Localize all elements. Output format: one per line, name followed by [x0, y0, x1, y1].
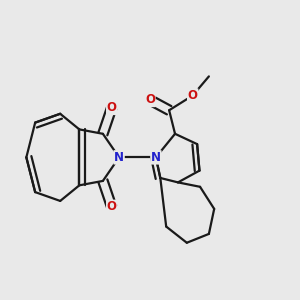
- Text: N: N: [151, 151, 161, 164]
- Text: O: O: [188, 89, 198, 102]
- Text: O: O: [107, 101, 117, 114]
- Text: O: O: [107, 200, 117, 213]
- Text: O: O: [145, 93, 155, 106]
- Text: N: N: [114, 151, 124, 164]
